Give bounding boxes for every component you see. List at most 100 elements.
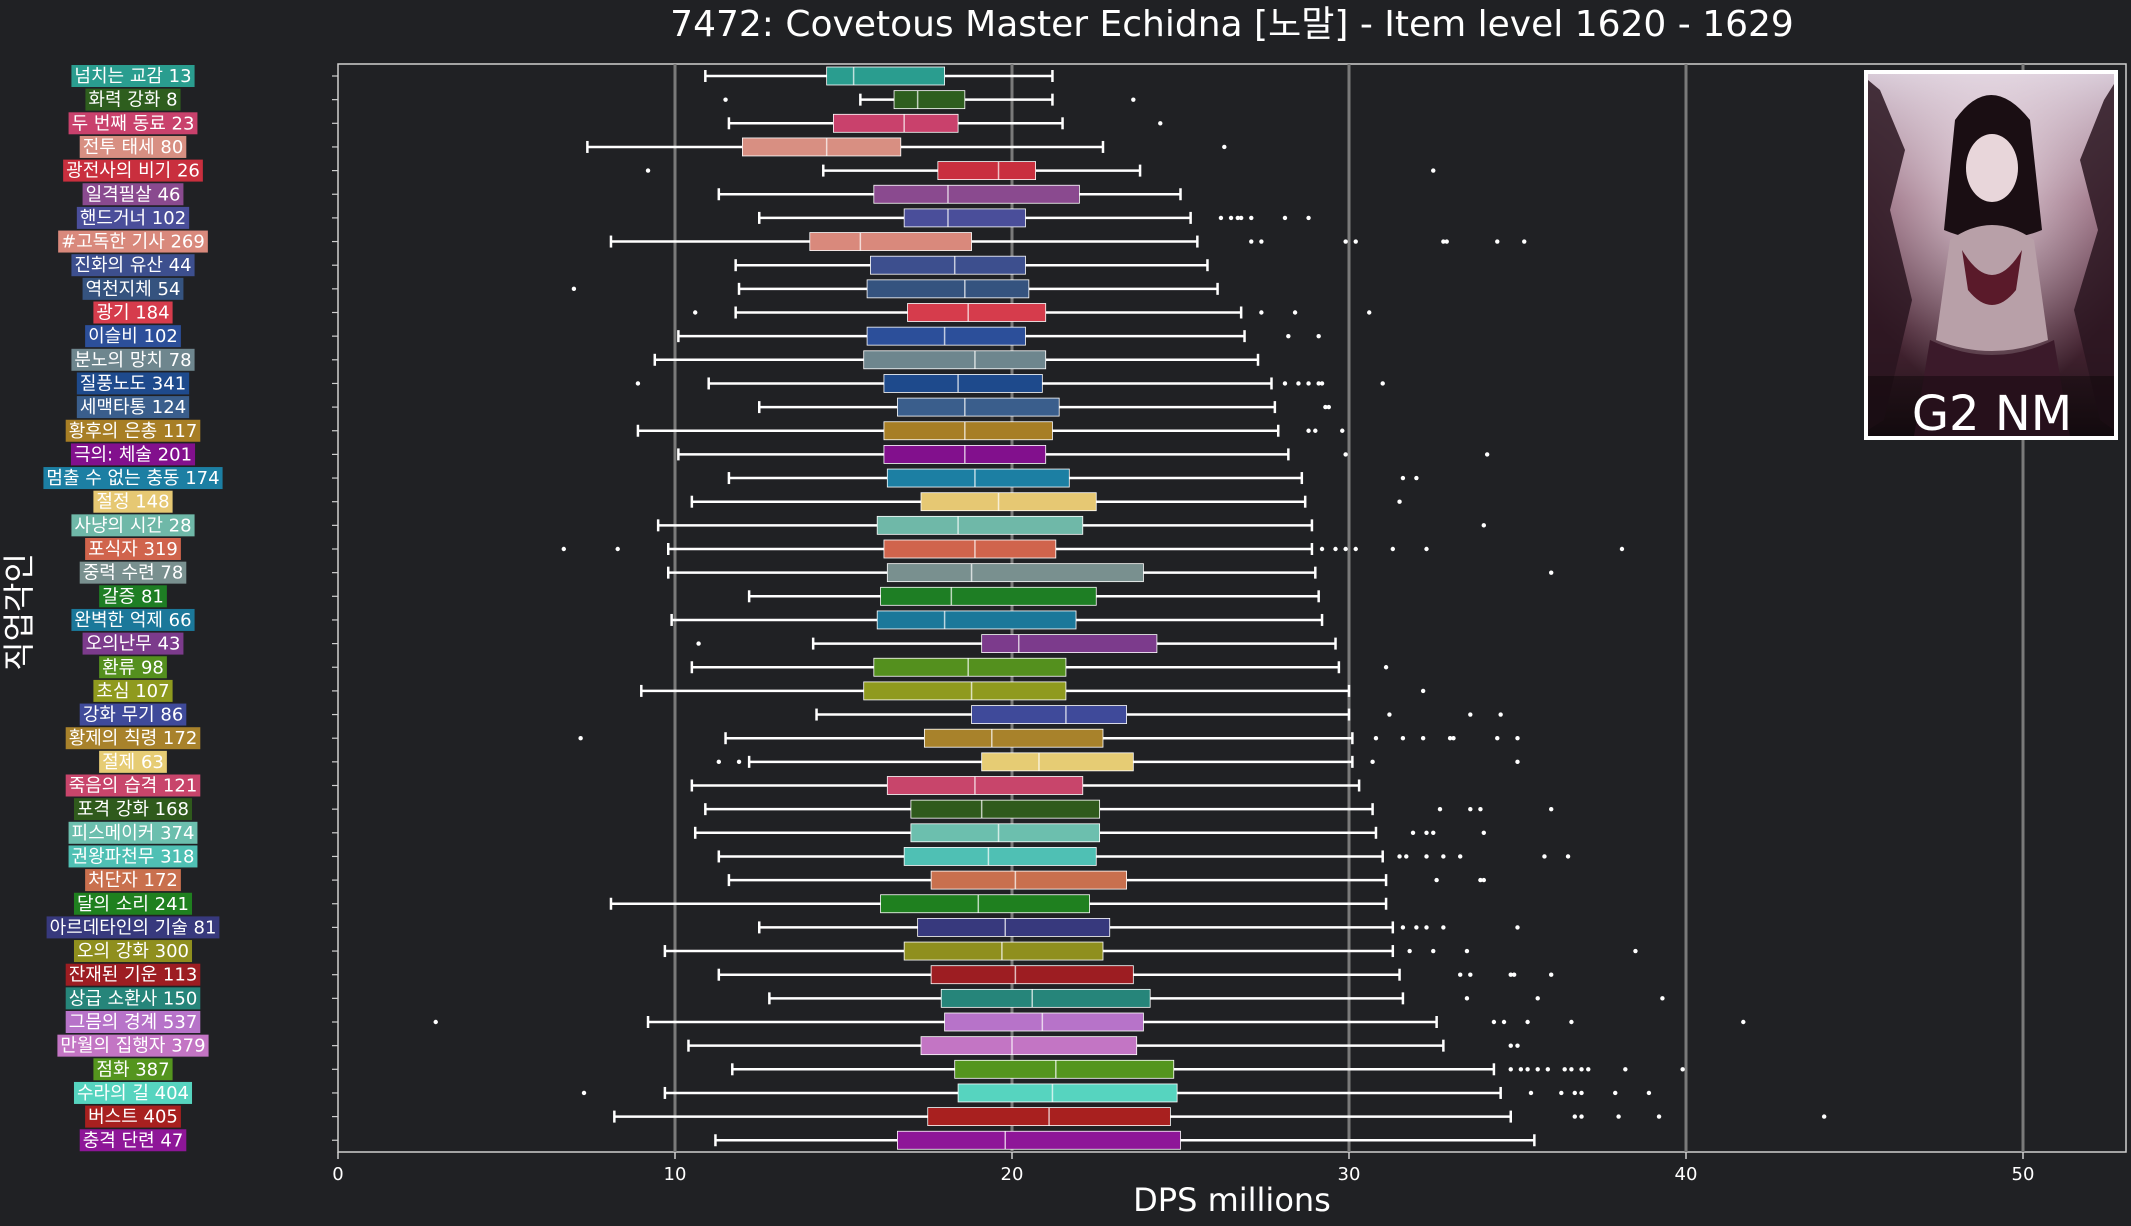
box-iqr bbox=[944, 1012, 1144, 1032]
outlier-point bbox=[1559, 1090, 1564, 1096]
box-iqr bbox=[897, 397, 1060, 417]
box-iqr bbox=[876, 515, 1084, 535]
category-label-bg bbox=[79, 561, 187, 584]
outlier-point bbox=[1508, 972, 1513, 977]
box-iqr bbox=[886, 468, 1070, 488]
outlier-point bbox=[1741, 1019, 1746, 1025]
outlier-point bbox=[1569, 1019, 1574, 1025]
outlier-point bbox=[1218, 215, 1224, 221]
category-label-bg bbox=[93, 1058, 173, 1081]
outlier-point bbox=[433, 1019, 438, 1025]
outlier-point bbox=[1646, 1090, 1652, 1096]
outlier-point bbox=[1468, 806, 1473, 812]
outlier-point bbox=[1579, 1067, 1584, 1072]
category-label: 포식자 319 bbox=[88, 539, 178, 560]
outlier-point bbox=[1282, 215, 1288, 221]
face bbox=[1966, 134, 2018, 202]
category-label: 갈증 81 bbox=[102, 586, 164, 607]
outlier-point bbox=[1613, 1090, 1618, 1096]
outlier-point bbox=[1821, 1114, 1827, 1119]
category-label-bg bbox=[68, 821, 198, 844]
outlier-point bbox=[1420, 688, 1426, 694]
armor bbox=[1962, 250, 2022, 305]
outlier-point bbox=[1572, 1114, 1577, 1119]
outlier-point bbox=[635, 381, 641, 386]
box-iqr bbox=[930, 870, 1127, 890]
category-label-bg bbox=[65, 963, 201, 986]
box-iqr bbox=[880, 894, 1090, 914]
outlier-point bbox=[615, 546, 620, 552]
outlier-point bbox=[1572, 1090, 1577, 1096]
outlier-point bbox=[1498, 712, 1503, 717]
outlier-point bbox=[1525, 1019, 1530, 1025]
chart-title: 7472: Covetous Master Echidna [노말] - Ite… bbox=[670, 4, 1794, 45]
category-label: 버스트 405 bbox=[88, 1107, 178, 1128]
outlier-point bbox=[1249, 239, 1254, 244]
box-iqr bbox=[863, 350, 1047, 370]
category-label: 화력 강화 8 bbox=[88, 90, 177, 111]
outlier-point bbox=[578, 736, 583, 741]
outlier-point bbox=[1414, 475, 1419, 481]
outlier-point bbox=[1491, 1019, 1497, 1025]
outlier-point bbox=[1431, 168, 1436, 173]
outlier-point bbox=[1451, 736, 1456, 741]
outlier-point bbox=[1458, 854, 1463, 859]
category-label: 광전사의 비기 26 bbox=[66, 161, 200, 182]
box-iqr bbox=[876, 610, 1077, 630]
outlier-point bbox=[1447, 736, 1453, 741]
category-label: 강화 무기 86 bbox=[83, 705, 184, 726]
outlier-point bbox=[1282, 381, 1288, 386]
outlier-point bbox=[1306, 215, 1311, 221]
outlier-point bbox=[1464, 996, 1470, 1001]
outlier-point bbox=[1444, 239, 1449, 244]
box-iqr bbox=[893, 90, 966, 110]
box-iqr bbox=[809, 232, 972, 251]
outlier-point bbox=[1528, 1090, 1534, 1096]
category-label: 두 번째 동료 23 bbox=[72, 113, 195, 134]
category-label: 이슬비 102 bbox=[88, 326, 178, 347]
category-label: #고독한 기사 269 bbox=[61, 232, 205, 253]
outlier-point bbox=[1158, 121, 1163, 126]
category-label-bg bbox=[65, 1011, 201, 1033]
outlier-point bbox=[1353, 239, 1358, 244]
category-label: 상급 소환사 150 bbox=[69, 988, 198, 1009]
outlier-point bbox=[1545, 1067, 1551, 1072]
outlier-point bbox=[1522, 239, 1527, 244]
outlier-point bbox=[645, 168, 651, 173]
outlier-point bbox=[1515, 736, 1520, 741]
box-iqr bbox=[863, 681, 1067, 701]
outlier-point bbox=[1441, 239, 1446, 244]
outlier-point bbox=[1431, 830, 1436, 835]
box-iqr bbox=[880, 586, 1097, 606]
category-label-bg bbox=[73, 940, 193, 963]
outlier-point bbox=[1549, 972, 1554, 977]
y-axis-label: 직업각인 bbox=[0, 553, 38, 671]
outlier-point bbox=[1468, 972, 1473, 977]
outlier-point bbox=[1316, 333, 1321, 339]
outlier-point bbox=[1259, 310, 1264, 315]
outlier-point bbox=[1535, 996, 1540, 1001]
outlier-point bbox=[1515, 925, 1520, 930]
category-label: 중력 수련 78 bbox=[83, 563, 184, 584]
category-label: 역천지체 54 bbox=[86, 279, 181, 300]
box-iqr bbox=[923, 728, 1104, 748]
outlier-point bbox=[1238, 215, 1244, 221]
category-label-bg bbox=[85, 869, 181, 892]
category-label: 초심 107 bbox=[96, 681, 169, 702]
outlier-point bbox=[1542, 854, 1547, 859]
category-label-bg bbox=[82, 277, 184, 300]
outlier-point bbox=[1407, 948, 1412, 954]
category-label: 잔재된 기운 113 bbox=[69, 965, 198, 986]
category-label: 처단자 172 bbox=[88, 870, 178, 891]
outlier-point bbox=[1343, 239, 1348, 244]
outlier-point bbox=[1579, 1114, 1584, 1119]
outlier-point bbox=[1508, 1067, 1513, 1072]
outlier-point bbox=[1481, 877, 1487, 883]
outlier-point bbox=[1515, 1043, 1520, 1048]
category-label-bg bbox=[58, 230, 208, 253]
outlier-point bbox=[1434, 877, 1439, 883]
outlier-point bbox=[1619, 546, 1625, 552]
outlier-point bbox=[1579, 1090, 1584, 1096]
category-label: 그믐의 경계 537 bbox=[69, 1012, 198, 1033]
box-iqr bbox=[903, 941, 1104, 961]
